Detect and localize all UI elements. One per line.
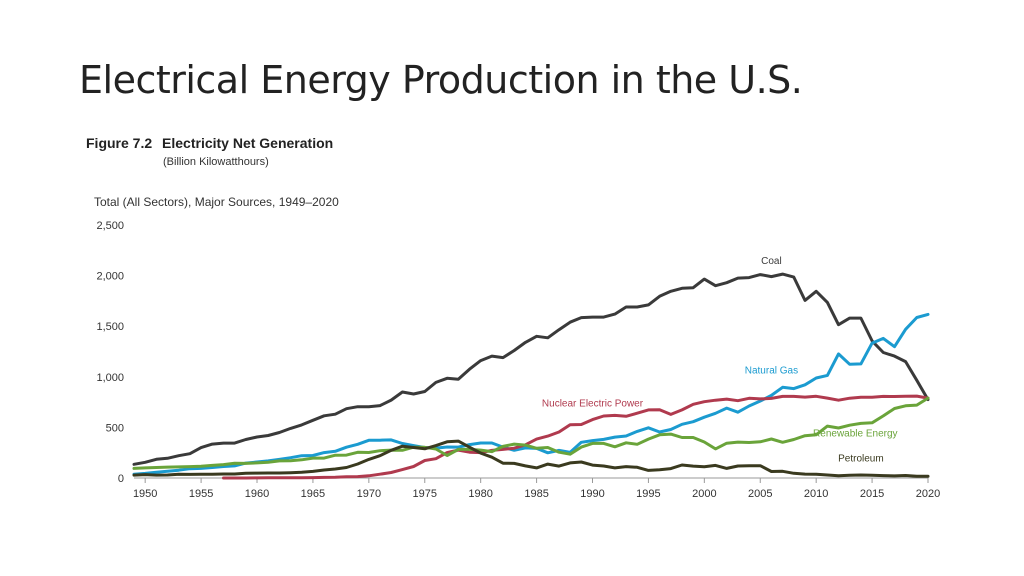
y-tick-label: 0	[118, 473, 124, 485]
y-tick-label: 1,500	[96, 321, 124, 333]
x-tick-label: 1995	[636, 488, 660, 500]
figure-heading: Figure 7.2 Electricity Net Generation	[86, 135, 333, 151]
x-tick-label: 1975	[413, 488, 437, 500]
x-tick-label: 2010	[804, 488, 828, 500]
x-tick-label: 2020	[916, 488, 940, 500]
x-tick-label: 1980	[468, 488, 492, 500]
figure-units: (Billion Kilowatthours)	[163, 156, 269, 168]
figure-title: Electricity Net Generation	[162, 135, 334, 151]
series-label-coal: Coal	[761, 256, 782, 267]
y-tick-label: 500	[106, 422, 124, 434]
series-label-nuclear-electric-power: Nuclear Electric Power	[542, 399, 644, 410]
series-line-nuclear-electric-power	[222, 394, 930, 480]
y-tick-label: 2,500	[96, 220, 124, 232]
x-tick-label: 1990	[580, 488, 604, 500]
series-label-petroleum: Petroleum	[838, 453, 884, 464]
figure-number: Figure 7.2	[86, 135, 153, 151]
chart-axes: 0 500 1,000 1,500 2,000 2,500 1950 1955 1960 1965…	[96, 220, 940, 500]
x-tick-label: 1960	[245, 488, 269, 500]
slide-title: Electrical Energy Production in the U.S.	[79, 58, 803, 102]
y-tick-label: 1,000	[96, 372, 124, 384]
figure-subtitle: Total (All Sectors), Major Sources, 1949…	[94, 195, 339, 209]
series-label-renewable-energy: Renewable Energy	[813, 429, 898, 440]
x-tick-label: 1965	[301, 488, 325, 500]
x-tick-label: 1970	[357, 488, 381, 500]
series-line-coal	[132, 272, 930, 466]
x-tick-label: 1955	[189, 488, 213, 500]
series-line-petroleum	[132, 439, 930, 478]
x-tick-label: 1950	[133, 488, 157, 500]
chart-series	[132, 272, 930, 480]
series-label-natural-gas: Natural Gas	[745, 365, 798, 376]
x-tick-label: 2000	[692, 488, 716, 500]
x-tick-label: 1985	[524, 488, 548, 500]
x-tick-label: 2015	[860, 488, 884, 500]
chart-series-labels: Coal Natural Gas Nuclear Electric Power Ren…	[542, 256, 898, 464]
x-tick-label: 2005	[748, 488, 772, 500]
y-tick-label: 2,000	[96, 271, 124, 283]
series-line-renewable-energy	[132, 396, 930, 470]
series-points-renewable-energy	[134, 398, 928, 468]
